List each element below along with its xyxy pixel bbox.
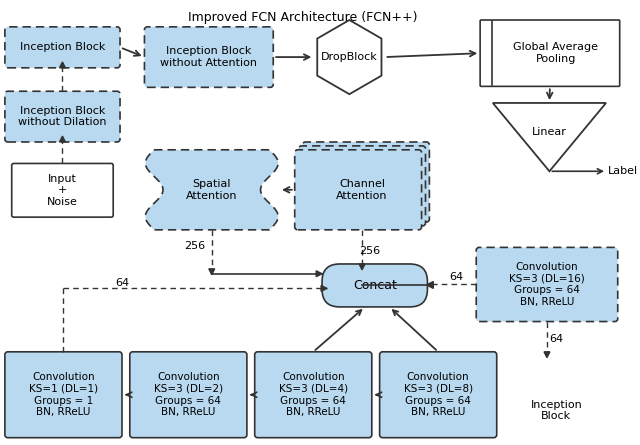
Text: Convolution
KS=3 (DL=16)
Groups = 64
BN, RReLU: Convolution KS=3 (DL=16) Groups = 64 BN,… (509, 262, 585, 307)
Polygon shape (493, 103, 606, 171)
Text: Inception Block
without Attention: Inception Block without Attention (161, 46, 257, 68)
FancyBboxPatch shape (5, 91, 120, 142)
Text: Convolution
KS=1 (DL=1)
Groups = 1
BN, RReLU: Convolution KS=1 (DL=1) Groups = 1 BN, R… (29, 372, 98, 417)
FancyBboxPatch shape (480, 20, 620, 86)
Text: Convolution
KS=3 (DL=8)
Groups = 64
BN, RReLU: Convolution KS=3 (DL=8) Groups = 64 BN, … (404, 372, 473, 417)
Text: Concat: Concat (353, 279, 397, 292)
FancyBboxPatch shape (299, 146, 426, 226)
Text: 256: 256 (184, 241, 205, 251)
Polygon shape (145, 150, 278, 230)
Text: 256: 256 (359, 246, 380, 256)
FancyBboxPatch shape (130, 352, 247, 438)
Polygon shape (428, 283, 433, 288)
FancyBboxPatch shape (5, 27, 120, 68)
Text: 64: 64 (450, 271, 464, 282)
Text: Global Average
Pooling: Global Average Pooling (513, 42, 598, 64)
Text: Inception Block: Inception Block (20, 42, 105, 53)
FancyBboxPatch shape (303, 142, 429, 222)
Text: Inception Block
without Dilation: Inception Block without Dilation (18, 106, 107, 127)
Polygon shape (321, 285, 327, 291)
Text: Improved FCN Architecture (FCN++): Improved FCN Architecture (FCN++) (188, 11, 417, 24)
FancyBboxPatch shape (294, 150, 422, 230)
Text: Input
+
Noise: Input + Noise (47, 174, 78, 207)
FancyBboxPatch shape (255, 352, 372, 438)
FancyBboxPatch shape (380, 352, 497, 438)
Polygon shape (359, 264, 365, 270)
FancyBboxPatch shape (5, 352, 122, 438)
Text: 64: 64 (115, 279, 129, 288)
Text: Label: Label (608, 166, 638, 176)
Polygon shape (209, 269, 214, 275)
Text: Convolution
KS=3 (DL=2)
Groups = 64
BN, RReLU: Convolution KS=3 (DL=2) Groups = 64 BN, … (154, 372, 223, 417)
Text: Spatial
Attention: Spatial Attention (186, 179, 237, 201)
Text: Inception
Block: Inception Block (531, 400, 582, 421)
Text: Convolution
KS=3 (DL=4)
Groups = 64
BN, RReLU: Convolution KS=3 (DL=4) Groups = 64 BN, … (278, 372, 348, 417)
Polygon shape (60, 62, 65, 68)
Polygon shape (317, 20, 381, 94)
Polygon shape (428, 282, 433, 287)
Text: Linear: Linear (532, 127, 567, 137)
FancyBboxPatch shape (476, 247, 618, 322)
Text: 64: 64 (550, 334, 564, 344)
FancyBboxPatch shape (322, 264, 428, 307)
FancyBboxPatch shape (12, 163, 113, 217)
Text: DropBlock: DropBlock (321, 52, 378, 62)
Polygon shape (60, 136, 65, 142)
Polygon shape (544, 352, 550, 358)
Polygon shape (316, 271, 322, 277)
Text: Channel
Attention: Channel Attention (336, 179, 388, 201)
FancyBboxPatch shape (145, 27, 273, 87)
